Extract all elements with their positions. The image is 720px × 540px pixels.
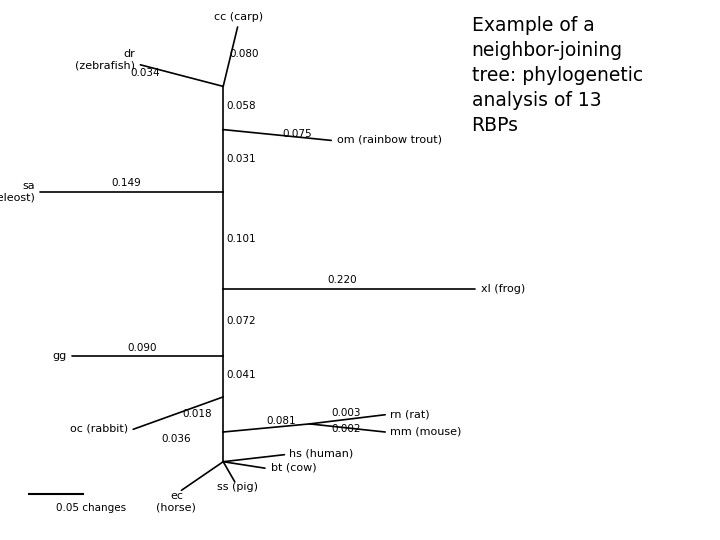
Text: 0.149: 0.149	[111, 178, 141, 188]
Text: 0.034: 0.034	[130, 68, 160, 78]
Text: 0.075: 0.075	[282, 129, 312, 139]
Text: 0.018: 0.018	[183, 409, 212, 419]
Text: xl (frog): xl (frog)	[481, 284, 525, 294]
Text: 0.041: 0.041	[226, 370, 256, 380]
Text: cc (carp): cc (carp)	[215, 11, 264, 22]
Text: ss (pig): ss (pig)	[217, 482, 258, 492]
Text: 0.002: 0.002	[331, 424, 361, 434]
Text: 0.081: 0.081	[266, 415, 296, 426]
Text: sa
(teleost): sa (teleost)	[0, 181, 35, 202]
Text: 0.031: 0.031	[226, 154, 256, 164]
Text: bt (cow): bt (cow)	[271, 463, 316, 472]
Text: mm (mouse): mm (mouse)	[390, 427, 462, 437]
Text: 0.101: 0.101	[226, 234, 256, 244]
Text: dr
(zebrafish): dr (zebrafish)	[76, 49, 135, 70]
Text: gg: gg	[52, 352, 66, 361]
Text: Example of a
neighbor-joining
tree: phylogenetic
analysis of 13
RBPs: Example of a neighbor-joining tree: phyl…	[472, 16, 643, 135]
Text: ec
(horse): ec (horse)	[156, 491, 197, 513]
Text: 0.090: 0.090	[128, 342, 157, 353]
Text: 0.036: 0.036	[161, 434, 192, 444]
Text: 0.05 changes: 0.05 changes	[56, 503, 126, 514]
Text: 0.080: 0.080	[229, 49, 258, 59]
Text: oc (rabbit): oc (rabbit)	[70, 423, 128, 433]
Text: 0.003: 0.003	[331, 408, 361, 418]
Text: 0.072: 0.072	[226, 316, 256, 326]
Text: rn (rat): rn (rat)	[390, 409, 430, 419]
Text: om (rainbow trout): om (rainbow trout)	[337, 134, 442, 144]
Text: hs (human): hs (human)	[289, 449, 354, 458]
Text: 0.058: 0.058	[226, 101, 256, 111]
Text: 0.220: 0.220	[327, 275, 357, 285]
